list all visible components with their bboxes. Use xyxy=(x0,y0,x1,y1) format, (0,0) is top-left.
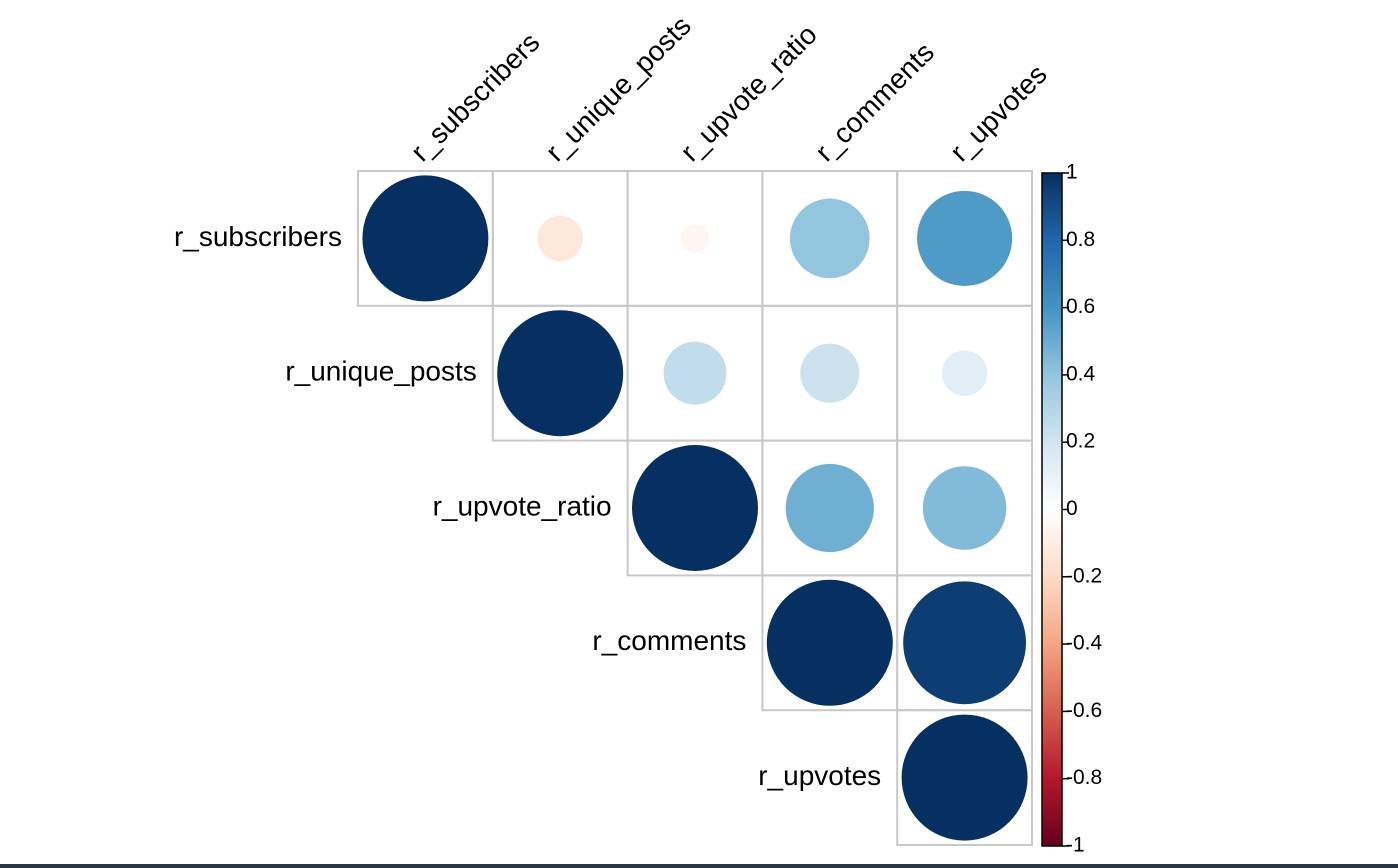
row-label-r_subscribers: r_subscribers xyxy=(174,221,342,252)
col-label-r_upvote_ratio: r_upvote_ratio xyxy=(674,19,823,168)
grid-cells xyxy=(357,170,1034,847)
corr-circle-r_comments-r_upvotes xyxy=(903,581,1027,705)
corr-circle-r_upvote_ratio-r_comments xyxy=(785,463,874,553)
col-label-r_comments: r_comments xyxy=(809,36,940,167)
colorbar-tick-label: -0.4 xyxy=(1066,632,1103,655)
corr-circle-r_subscribers-r_subscribers xyxy=(362,175,489,302)
col-label-r_upvotes: r_upvotes xyxy=(944,58,1053,167)
col-label-r_subscribers: r_subscribers xyxy=(405,26,546,167)
corr-circle-r_unique_posts-r_unique_posts xyxy=(497,310,624,437)
corr-circle-r_subscribers-r_upvote_ratio xyxy=(680,224,710,253)
colorbar-tick-label: -0.8 xyxy=(1066,766,1102,789)
grid-cell-r_upvotes-r_upvotes xyxy=(896,709,1034,847)
row-label-r_upvote_ratio: r_upvote_ratio xyxy=(433,490,612,521)
row-label-r_unique_posts: r_unique_posts xyxy=(285,356,476,387)
corr-circle-r_comments-r_comments xyxy=(766,579,893,706)
colorbar: 1 0.8 0.6 0.4 0.2 0 -0.2 -0.4 -0.6 -0.8 -1 xyxy=(1041,161,1103,857)
colorbar-tick-label: -0.6 xyxy=(1066,699,1102,722)
corr-circle-r_upvote_ratio-r_upvote_ratio xyxy=(632,445,758,571)
row-labels: r_subscribers r_unique_posts r_upvote_rati… xyxy=(174,221,881,791)
corr-circle-r_subscribers-r_upvotes xyxy=(917,190,1013,286)
colorbar-tick-label: -0.2 xyxy=(1066,564,1102,587)
corr-circle-r_unique_posts-r_upvotes xyxy=(941,350,988,396)
col-label-r_unique_posts: r_unique_posts xyxy=(540,10,697,167)
colorbar-tick-label: 1 xyxy=(1066,161,1078,184)
corr-circle-r_upvotes-r_upvotes xyxy=(901,714,1028,841)
colorbar-tick-label: 0.8 xyxy=(1066,228,1095,251)
corr-circle-r_subscribers-r_unique_posts xyxy=(537,215,583,262)
colorbar-tick-label: -1 xyxy=(1066,834,1085,857)
colorbar-tick-label: 0.2 xyxy=(1066,430,1095,453)
column-labels: r_subscribersr_unique_postsr_upvote_rati… xyxy=(405,10,1053,167)
colorbar-tick-label: 0 xyxy=(1066,497,1078,520)
row-label-r_upvotes: r_upvotes xyxy=(758,760,881,791)
corr-circle-r_unique_posts-r_comments xyxy=(800,343,860,403)
colorbar-bar xyxy=(1041,172,1063,847)
corr-circle-r_unique_posts-r_upvote_ratio xyxy=(663,341,727,405)
colorbar-tick-label: 0.4 xyxy=(1066,362,1096,385)
correlation-circles xyxy=(362,175,1028,841)
colorbar-tick-label: 0.6 xyxy=(1066,295,1095,318)
corr-circle-r_upvote_ratio-r_upvotes xyxy=(922,466,1007,550)
row-label-r_comments: r_comments xyxy=(592,625,746,656)
bottom-border xyxy=(0,864,1398,868)
corr-circle-r_subscribers-r_comments xyxy=(789,198,870,279)
